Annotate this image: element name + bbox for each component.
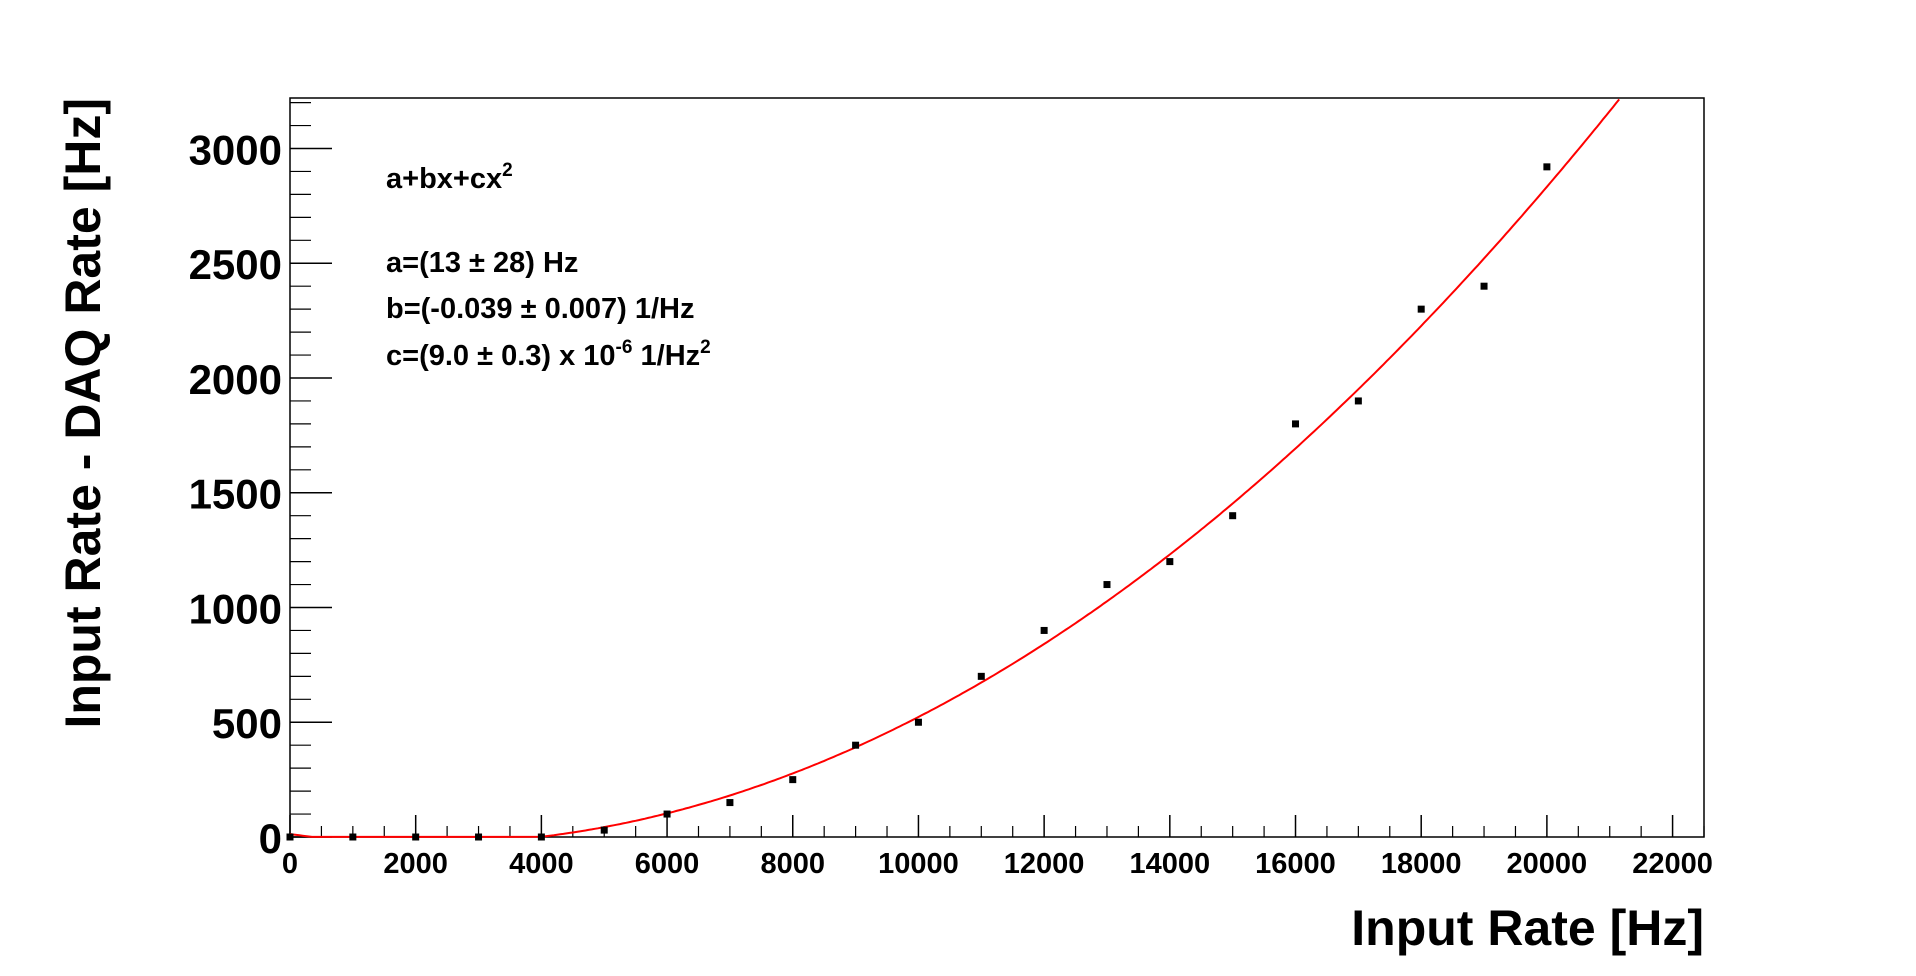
data-point (1417, 305, 1425, 313)
data-point (475, 833, 483, 841)
fit-param-a: a=(13 ± 28) Hz (386, 247, 578, 279)
fit-param-c: c=(9.0 ± 0.3) x 10-6 1/Hz2 (386, 337, 711, 372)
x-tick-label: 10000 (878, 848, 959, 880)
x-tick-label: 16000 (1255, 848, 1336, 880)
y-axis-title: Input Rate - DAQ Rate [Hz] (55, 98, 111, 729)
fit-param-c-unit-exponent: 2 (700, 337, 711, 358)
fit-param-c-main: c=(9.0 ± 0.3) x 10 (386, 340, 616, 372)
x-tick-labels: 0 2000 4000 6000 8000 10000 12000 14000 16000 180… (282, 848, 1713, 880)
y-tick-label: 2500 (189, 241, 282, 288)
x-tick-label: 20000 (1507, 848, 1588, 880)
y-tick-label: 0 (259, 815, 282, 862)
plot-frame (289, 97, 1705, 838)
x-axis-title: Input Rate [Hz] (1351, 900, 1704, 956)
data-point (1292, 420, 1300, 428)
fit-annotation: a+bx+cx2 a=(13 ± 28) Hz b=(-0.039 ± 0.00… (386, 160, 711, 372)
data-point (349, 833, 357, 841)
fit-param-c-unit: 1/Hz (632, 340, 700, 372)
x-tick-label: 6000 (635, 848, 700, 880)
data-point (1040, 626, 1048, 634)
fit-formula-exponent: 2 (502, 160, 513, 181)
data-point (726, 799, 734, 807)
fit-curve (289, 98, 1620, 838)
x-tick-label: 22000 (1632, 848, 1713, 880)
data-points (286, 163, 1551, 841)
fit-formula: a+bx+cx2 (386, 160, 513, 195)
data-point (1229, 512, 1237, 520)
fit-param-b: b=(-0.039 ± 0.007) 1/Hz (386, 293, 694, 325)
data-point (977, 672, 985, 680)
x-tick-label: 0 (282, 848, 298, 880)
x-tick-label: 4000 (509, 848, 574, 880)
data-point (1543, 163, 1551, 171)
fit-param-c-exponent: -6 (616, 337, 633, 358)
data-point (412, 833, 420, 841)
data-point (1103, 581, 1111, 589)
y-tick-labels: 0 500 1000 1500 2000 2500 3000 (189, 126, 282, 862)
y-tick-label: 500 (212, 700, 282, 747)
y-tick-label: 1000 (189, 585, 282, 632)
data-point (286, 833, 294, 841)
x-tick-label: 14000 (1129, 848, 1210, 880)
y-tick-label: 3000 (189, 126, 282, 173)
data-point (1166, 558, 1174, 566)
data-point (1480, 282, 1488, 290)
y-tick-label: 2000 (189, 356, 282, 403)
data-point (1354, 397, 1362, 405)
data-point (789, 776, 797, 784)
data-point (537, 833, 545, 841)
axis-ticks (289, 101, 1705, 838)
fit-formula-base: a+bx+cx (386, 163, 502, 195)
y-tick-label: 1500 (189, 471, 282, 518)
x-tick-label: 12000 (1004, 848, 1085, 880)
data-point (600, 826, 608, 834)
data-point (914, 718, 922, 726)
x-tick-label: 18000 (1381, 848, 1462, 880)
data-point (852, 741, 860, 749)
x-tick-label: 2000 (383, 848, 448, 880)
x-tick-label: 8000 (760, 848, 825, 880)
data-point (663, 810, 671, 818)
